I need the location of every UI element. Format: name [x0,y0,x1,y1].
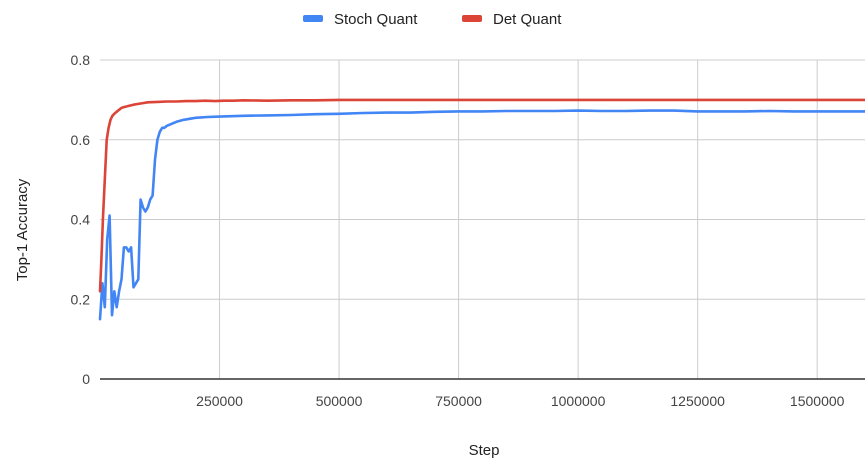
legend-label-stoch-quant: Stoch Quant [334,11,418,28]
gridlines [100,59,865,379]
tick-labels: 0 0.2 0.4 0.6 0.8 250000 500000 750000 1000000 12… [71,52,845,409]
x-tick-label: 750000 [435,393,482,409]
legend-label-det-quant: Det Quant [493,11,562,28]
y-tick-label: 0.4 [71,212,91,228]
x-tick-label: 1000000 [551,393,606,409]
x-tick-label: 1500000 [790,393,845,409]
y-tick-label: 0 [82,371,90,387]
y-tick-label: 0.6 [71,132,91,148]
series-line-det-quant [98,98,865,293]
x-tick-label: 1250000 [670,393,725,409]
y-tick-label: 0.8 [71,52,91,68]
legend-swatch-det-quant [462,15,482,22]
x-tick-label: 500000 [316,393,363,409]
series-layer [98,98,865,321]
legend-swatch-stoch-quant [303,15,323,22]
y-tick-label: 0.2 [71,291,91,307]
x-axis-title: Step [469,442,500,459]
legend: Stoch Quant Det Quant [303,11,562,28]
series-line-stoch-quant [98,109,865,321]
x-tick-label: 250000 [196,393,243,409]
y-axis-title: Top-1 Accuracy [14,178,31,281]
